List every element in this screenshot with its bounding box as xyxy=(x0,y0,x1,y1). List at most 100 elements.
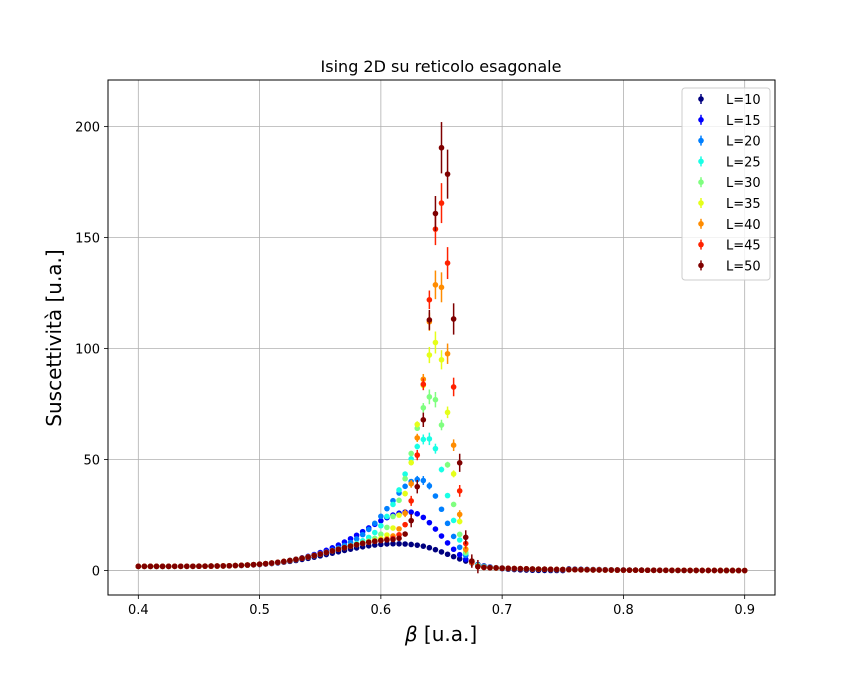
data-point xyxy=(456,556,463,562)
data-point xyxy=(444,492,451,499)
data-point xyxy=(444,260,451,266)
data-point xyxy=(390,540,396,547)
data-point xyxy=(311,552,317,559)
data-point xyxy=(165,563,172,570)
data-point xyxy=(384,541,390,547)
data-point xyxy=(438,144,445,151)
data-point xyxy=(687,567,693,574)
data-point xyxy=(420,404,427,411)
x-tick-label: 0.8 xyxy=(613,603,634,618)
x-tick-label: 0.5 xyxy=(249,603,270,618)
data-point xyxy=(499,565,505,571)
data-point xyxy=(238,562,245,569)
data-point xyxy=(396,535,402,542)
data-point xyxy=(456,488,463,494)
data-point xyxy=(402,521,408,528)
data-point xyxy=(372,529,378,536)
data-point xyxy=(408,481,414,487)
data-point xyxy=(456,551,463,558)
data-point xyxy=(414,542,421,548)
data-point xyxy=(396,487,402,493)
series-L=20 xyxy=(135,475,748,574)
data-point xyxy=(402,531,408,537)
data-point xyxy=(432,339,439,346)
data-point xyxy=(438,533,445,539)
data-point xyxy=(329,548,336,554)
data-layer xyxy=(135,122,748,574)
data-point xyxy=(505,565,512,572)
legend-label: L=40 xyxy=(726,218,761,233)
data-point xyxy=(487,564,493,571)
data-point xyxy=(408,498,414,504)
data-point xyxy=(190,563,196,570)
legend-label: L=15 xyxy=(726,114,761,129)
data-point xyxy=(287,557,293,564)
data-point xyxy=(438,549,445,555)
x-axis-symbol: β xyxy=(404,622,418,646)
data-point xyxy=(226,562,233,569)
data-point xyxy=(384,537,390,543)
data-point xyxy=(414,483,421,490)
data-point xyxy=(529,566,536,572)
data-point xyxy=(390,513,396,520)
x-tick-label: 0.6 xyxy=(371,603,392,618)
data-point xyxy=(541,566,548,573)
data-point xyxy=(438,200,445,206)
data-point xyxy=(293,556,299,563)
series-L=45 xyxy=(135,183,748,574)
data-point xyxy=(414,511,421,517)
x-tick-label: 0.4 xyxy=(128,603,149,618)
y-tick-label: 150 xyxy=(75,232,100,247)
data-point xyxy=(735,567,742,574)
data-point xyxy=(723,567,730,574)
data-point xyxy=(444,540,451,546)
data-point xyxy=(420,514,427,521)
legend-label: L=20 xyxy=(726,135,761,150)
data-point xyxy=(450,316,457,322)
data-point xyxy=(493,565,499,571)
data-point xyxy=(202,563,208,569)
legend-label: L=35 xyxy=(726,197,761,212)
data-point xyxy=(438,466,445,473)
data-point xyxy=(299,555,305,562)
data-point xyxy=(656,567,663,574)
data-point xyxy=(626,567,633,573)
data-point xyxy=(396,512,402,518)
data-point xyxy=(402,541,408,547)
data-point xyxy=(444,551,451,558)
data-point xyxy=(462,546,469,553)
data-point xyxy=(432,396,439,403)
legend: L=10 L=15 L=20 L=25 L=30 L=35 L=40 L=45 L=50 xyxy=(681,87,771,281)
data-point xyxy=(365,526,372,533)
data-point xyxy=(390,525,396,531)
data-point xyxy=(663,567,669,574)
data-point xyxy=(384,513,390,520)
legend-marker xyxy=(698,241,704,248)
data-point xyxy=(438,284,445,291)
data-point xyxy=(438,356,445,363)
data-point xyxy=(681,567,687,574)
data-point xyxy=(450,533,457,540)
legend-label: L=45 xyxy=(726,239,761,254)
data-point xyxy=(402,490,408,497)
data-point xyxy=(396,540,402,547)
data-point xyxy=(408,509,414,515)
data-point xyxy=(432,282,439,288)
data-point xyxy=(450,501,457,508)
data-point xyxy=(414,421,421,428)
data-point xyxy=(438,506,445,513)
legend-label: L=10 xyxy=(726,93,761,108)
data-point xyxy=(456,537,463,543)
data-point xyxy=(220,563,227,569)
plot-frame xyxy=(107,79,776,596)
data-point xyxy=(402,471,408,477)
x-tick-label: 0.9 xyxy=(734,603,755,618)
data-point xyxy=(578,566,584,573)
data-point xyxy=(590,567,596,573)
y-tick-label: 200 xyxy=(75,121,100,136)
series-L=15 xyxy=(135,509,748,574)
data-point xyxy=(566,566,572,573)
data-point xyxy=(408,450,414,457)
